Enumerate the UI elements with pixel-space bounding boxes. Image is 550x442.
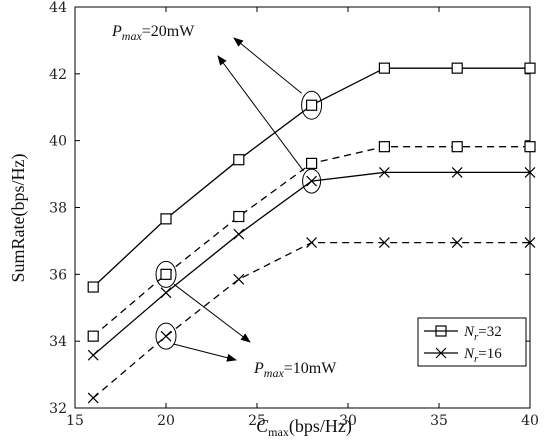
- data-point-square: [524, 141, 536, 153]
- arrow-pmax20-to-nr32: [233, 37, 302, 94]
- data-point-square: [306, 157, 318, 169]
- x-axis-label: Cmax(bps/Hz): [256, 416, 352, 439]
- plot-axes: 15 20 25 30 35 40 32 34 36 38 40 42 44: [49, 0, 539, 429]
- y-tick-label: 34: [49, 334, 67, 350]
- data-point-square: [378, 141, 390, 153]
- data-point-square: [233, 154, 245, 166]
- x-tick-label: 40: [521, 413, 539, 429]
- data-point-x: [524, 166, 536, 178]
- y-tick-label: 38: [49, 201, 67, 217]
- data-point-x: [160, 287, 172, 299]
- data-point-x: [306, 237, 318, 249]
- data-point-x: [451, 237, 463, 249]
- y-tick-label: 42: [49, 67, 67, 83]
- x-tick-label: 30: [339, 413, 357, 429]
- data-point-square: [306, 99, 318, 111]
- x-tick-label: 15: [66, 413, 84, 429]
- data-point-square: [87, 330, 99, 342]
- square-marker-icon: [435, 325, 447, 337]
- y-tick-label: 44: [49, 0, 67, 16]
- x-tick-label: 25: [248, 413, 266, 429]
- annotation-pmax-10mw: Pmax=10mW: [253, 360, 337, 380]
- y-tick-label: 36: [49, 267, 67, 283]
- data-point-x: [378, 237, 390, 249]
- series-nr32_p10: [87, 141, 536, 342]
- series-nr32_p20: [87, 62, 536, 293]
- series-nr16_p20: [87, 166, 536, 361]
- highlight-ellipse-pmax20-nr16: [302, 168, 322, 194]
- series-nr16_p10: [87, 237, 536, 404]
- data-point-square: [160, 213, 172, 225]
- data-point-x: [306, 175, 318, 187]
- arrow-pmax10-from-nr16: [173, 343, 237, 362]
- legend: Nr=32 Nr=16: [417, 317, 527, 367]
- svg-text:Nr=32: Nr=32: [463, 324, 502, 343]
- data-point-x: [87, 392, 99, 404]
- highlight-ellipse-pmax10-nr32: [155, 260, 177, 288]
- arrow-pmax20-to-nr16: [217, 55, 305, 172]
- data-point-square: [233, 210, 245, 223]
- y-tick-label: 40: [49, 134, 67, 150]
- series-line-nr32_p10: [92, 146, 530, 337]
- x-tick-label: 35: [430, 413, 448, 429]
- data-point-x: [233, 273, 245, 285]
- data-point-x: [87, 349, 99, 361]
- data-point-square: [451, 62, 463, 74]
- legend-entry-nr32: Nr=32: [424, 324, 502, 343]
- data-point-x: [233, 228, 245, 240]
- data-point-square: [378, 62, 390, 74]
- svg-text:Nr=16: Nr=16: [463, 346, 502, 365]
- x-tick-label: 20: [157, 413, 175, 429]
- highlight-ellipse-pmax10-nr16: [155, 322, 177, 350]
- data-point-square: [160, 268, 172, 280]
- data-point-square: [87, 281, 99, 293]
- highlight-ellipse-pmax20-nr32: [301, 90, 323, 120]
- legend-entry-nr16: Nr=16: [424, 346, 502, 365]
- annotation-layer: [155, 37, 323, 362]
- data-point-x: [451, 166, 463, 178]
- y-tick-label: 32: [49, 401, 67, 417]
- data-point-square: [451, 141, 463, 153]
- data-point-x: [378, 166, 390, 178]
- arrow-pmax10-from-nr32: [173, 283, 251, 343]
- x-marker-icon: [435, 347, 447, 359]
- annotation-pmax-20mw: Pmax=20mW: [111, 23, 195, 43]
- data-point-square: [524, 62, 536, 74]
- y-axis-label: SumRate(bps/Hz): [8, 154, 29, 283]
- data-point-x: [524, 237, 536, 249]
- data-point-x: [160, 330, 172, 342]
- series-layer: [87, 62, 536, 404]
